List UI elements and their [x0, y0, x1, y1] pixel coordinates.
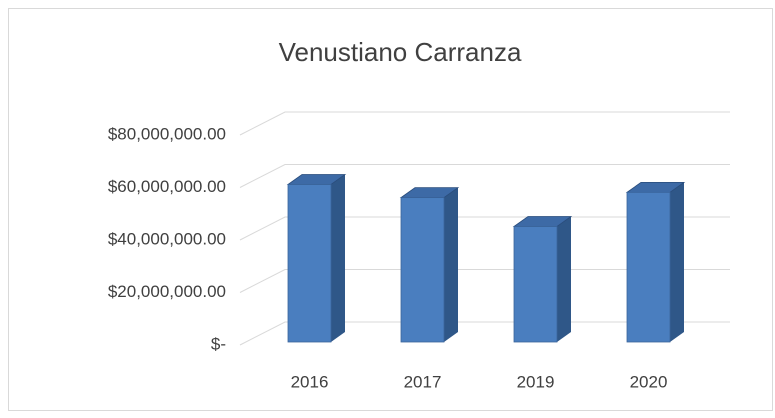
grid-line: [239, 164, 730, 188]
bar: [286, 174, 347, 343]
bar-side: [444, 187, 458, 342]
x-tick-label: 2016: [291, 372, 329, 391]
y-tick-label: $80,000,000.00: [108, 124, 226, 143]
chart-title: Venustiano Carranza: [279, 37, 522, 67]
bar-side: [331, 174, 345, 342]
bar: [399, 187, 460, 343]
grid-line: [239, 216, 730, 241]
grid-line: [239, 321, 730, 346]
bar: [512, 216, 573, 343]
bar-front: [513, 226, 558, 343]
y-tick-label: $-: [211, 334, 226, 353]
y-tick-label: $60,000,000.00: [108, 177, 226, 196]
grid-line: [239, 111, 730, 136]
y-tick-label: $40,000,000.00: [108, 229, 226, 248]
bar-side: [670, 182, 684, 342]
x-tick-label: 2019: [517, 372, 555, 391]
bar-front: [626, 191, 671, 343]
x-tick-label: 2017: [404, 372, 442, 391]
bar-side: [557, 216, 571, 342]
x-tick-label: 2020: [630, 372, 668, 391]
bar-front: [287, 184, 332, 343]
y-tick-label: $20,000,000.00: [108, 282, 226, 301]
grid-line: [239, 269, 730, 293]
bar: [625, 181, 686, 343]
bar-front: [400, 197, 445, 343]
